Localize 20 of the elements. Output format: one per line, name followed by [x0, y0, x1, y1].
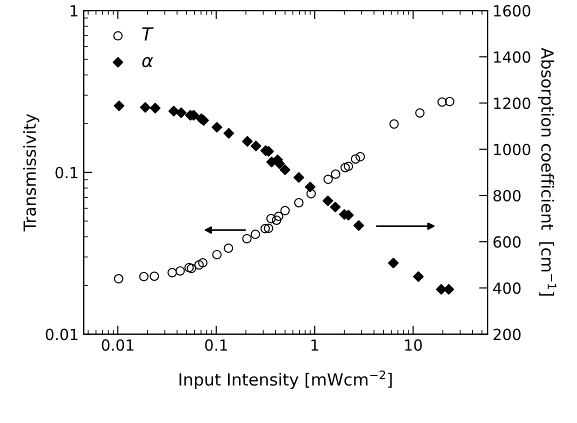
- y-tick-label: 0.01: [46, 328, 78, 340]
- y2-tick-label: 1000: [494, 144, 530, 156]
- y-axis-title: Transmissivity: [23, 114, 40, 232]
- x-tick-label: 10: [405, 339, 422, 351]
- x-axis-title: Input Intensity [mWcm$^{−2}$]: [180, 370, 392, 389]
- x-tick-label: 1: [312, 340, 318, 351]
- x-tick-label: 0.01: [102, 339, 134, 351]
- y2-tick-label: 800: [493, 190, 521, 202]
- y-tick-label: 0.1: [56, 166, 78, 178]
- y2-tick-label: 1200: [494, 97, 530, 110]
- y2-tick-label: 200: [494, 328, 521, 340]
- y2-axis-title: Absorption coefficient [cm$^{−1}$]: [538, 48, 556, 296]
- y2-tick-label: 600: [493, 236, 521, 248]
- legend-label: T: [142, 27, 154, 41]
- y-tick-label: 1: [70, 5, 78, 16]
- x-tick-label: 0.1: [205, 339, 227, 351]
- y2-tick-label: 1400: [494, 51, 530, 63]
- y2-tick-label: 400: [493, 282, 521, 294]
- legend-label: α: [142, 56, 154, 68]
- y2-tick-label: 1600: [494, 5, 530, 17]
